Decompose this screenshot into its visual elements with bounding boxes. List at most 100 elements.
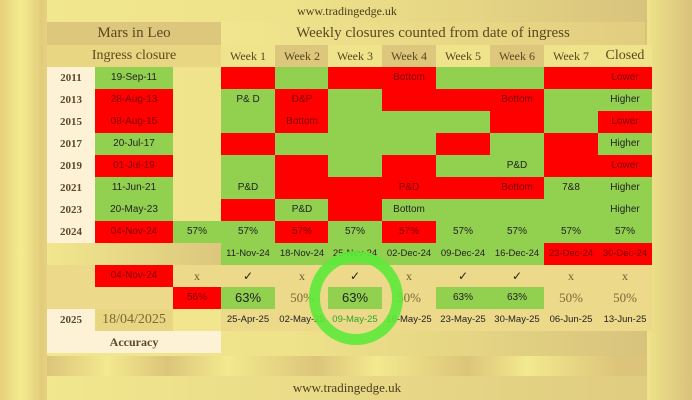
forecast-week-date: 09-May-25 [328, 309, 382, 331]
week-cell [221, 111, 275, 133]
week-cell [544, 155, 598, 177]
week-cell [275, 67, 329, 89]
week-cell [382, 111, 436, 133]
week-cell: Higher [598, 177, 652, 199]
extra-percent: 57% [173, 221, 221, 243]
accuracy-percent: 50% [382, 287, 436, 309]
year-label: 2013 [47, 89, 95, 111]
week-percent: 57% [436, 221, 490, 243]
ingress-date: 20-May-23 [95, 199, 173, 221]
week-cell [221, 199, 275, 221]
right-title: Weekly closures counted from date of ing… [221, 22, 645, 45]
forecast-date: 18/04/2025 [95, 309, 173, 331]
week-cell: P&D [490, 155, 544, 177]
spacer [47, 265, 95, 287]
check-mark: ✓ [436, 265, 490, 287]
accuracy-percent: 63% [328, 287, 382, 309]
week-cell [328, 155, 382, 177]
week-cell [382, 155, 436, 177]
forecast-week-date: 16-May-25 [382, 309, 436, 331]
week-cell [221, 133, 275, 155]
week-percent: 57% [275, 221, 329, 243]
week-percent: 57% [490, 221, 544, 243]
forecast-week-date: 13-Jun-25 [598, 309, 652, 331]
accuracy-percent: 63% [490, 287, 544, 309]
week-date: 30-Dec-24 [598, 243, 652, 265]
forecast-week-date: 23-May-25 [436, 309, 490, 331]
left-subtitle: Ingress closure [47, 45, 221, 67]
forecast-week-date: 30-May-25 [490, 309, 544, 331]
week-cell [221, 67, 275, 89]
week-cell [328, 89, 382, 111]
accuracy-percent: 50% [544, 287, 598, 309]
year-label: 2011 [47, 67, 95, 89]
week-cell [275, 133, 329, 155]
week-cell [544, 133, 598, 155]
week-header-5: Week 5 [436, 45, 490, 67]
week-cell: P&D [382, 177, 436, 199]
week-cell [544, 199, 598, 221]
week-header-1: Week 1 [221, 45, 275, 67]
week-cell [328, 199, 382, 221]
week-cell [490, 199, 544, 221]
decorative-band [47, 356, 647, 376]
year-label: 2015 [47, 111, 95, 133]
year-label: 2019 [47, 155, 95, 177]
week-date: 02-Dec-24 [382, 243, 436, 265]
week-cell [382, 133, 436, 155]
miss-mark: x [544, 265, 598, 287]
spacer [47, 243, 221, 265]
week-cell: P&D [221, 177, 275, 199]
week-cell [328, 67, 382, 89]
year-label: 2023 [47, 199, 95, 221]
week-cell: Lower [598, 155, 652, 177]
week-cell [436, 133, 490, 155]
miss-mark: x [275, 265, 329, 287]
year-label: 2024 [47, 221, 95, 243]
week-cell [490, 67, 544, 89]
week-cell [544, 89, 598, 111]
miss-mark: x [598, 265, 652, 287]
accuracy-percent: 63% [221, 287, 275, 309]
week-cell [544, 111, 598, 133]
week-cell [436, 177, 490, 199]
week-cell [275, 177, 329, 199]
ingress-date: 08-Aug-15 [95, 111, 173, 133]
week-header-6: Week 6 [490, 45, 544, 67]
week-cell [275, 155, 329, 177]
week-cell: Bottom [382, 199, 436, 221]
week-cell: Higher [598, 199, 652, 221]
week-date: 23-Dec-24 [544, 243, 598, 265]
forecast-week-date: 25-Apr-25 [221, 309, 275, 331]
site-url-bottom: www.tradingedge.uk [47, 376, 647, 400]
week-cell: 7&8 [544, 177, 598, 199]
left-title: Mars in Leo [47, 22, 221, 45]
week-cell: Higher [598, 133, 652, 155]
week-date: 16-Dec-24 [490, 243, 544, 265]
week-date: 09-Dec-24 [436, 243, 490, 265]
week-cell [436, 89, 490, 111]
week-percent: 57% [221, 221, 275, 243]
ingress-date: 28-Aug-13 [95, 89, 173, 111]
miss-mark: x [382, 265, 436, 287]
ingress-date: 20-Jul-17 [95, 133, 173, 155]
week-cell: Bottom [490, 177, 544, 199]
ingress-date: 11-Jun-21 [95, 177, 173, 199]
week-cell [382, 89, 436, 111]
check-mark: ✓ [328, 265, 382, 287]
week-cell: Lower [598, 111, 652, 133]
week-percent: 57% [598, 221, 652, 243]
ingress-date: 04-Nov-24 [95, 265, 173, 287]
week-percent: 57% [544, 221, 598, 243]
week-cell: Higher [598, 89, 652, 111]
week-cell [221, 155, 275, 177]
week-date: 25-Nov-24 [328, 243, 382, 265]
forecast-week-date: 06-Jun-25 [544, 309, 598, 331]
ingress-date: 19-Sep-11 [95, 67, 173, 89]
week-cell: Bottom [275, 111, 329, 133]
week-cell [328, 177, 382, 199]
week-header-3: Week 3 [328, 45, 382, 67]
year-label: 2017 [47, 133, 95, 155]
spacer [47, 287, 173, 309]
week-cell [436, 111, 490, 133]
